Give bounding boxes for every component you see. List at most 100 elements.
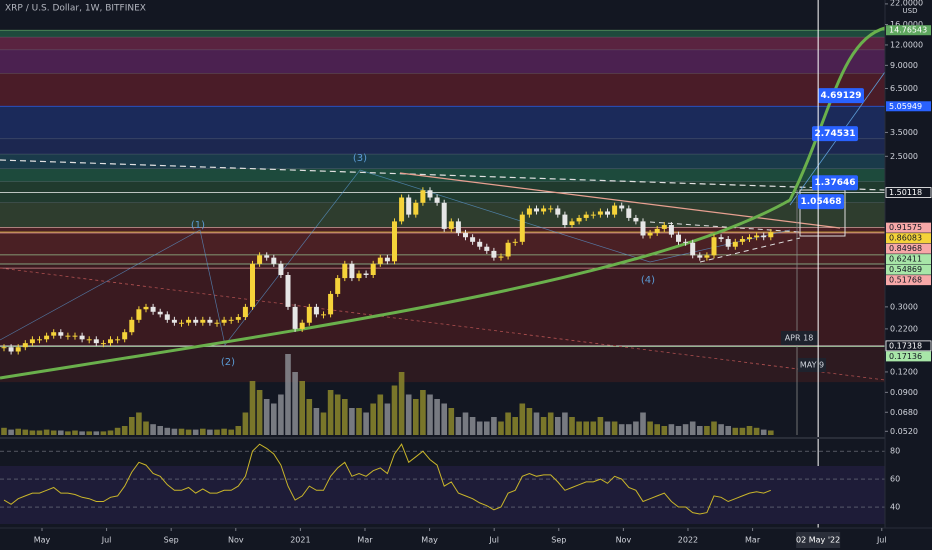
volume-bar <box>533 412 540 435</box>
price-label: 0.62411 <box>889 255 922 264</box>
candle <box>242 306 248 318</box>
chart-title: XRP / U.S. Dollar, 1W, BITFINEX <box>5 4 146 14</box>
price-label-box <box>886 243 931 254</box>
x-tick-label: Jul <box>101 536 112 545</box>
volume-bar <box>8 429 14 435</box>
volume-bar <box>420 390 426 435</box>
marks: 4.69129 2.74531 1.37646 1.05468 <box>1 0 864 528</box>
volume-bar <box>498 421 504 435</box>
candle <box>605 211 610 215</box>
price-label: 0.86083 <box>889 234 922 243</box>
candle <box>633 217 639 222</box>
volume-bar <box>540 417 547 435</box>
volume-bar <box>334 394 341 435</box>
volume-bar <box>519 403 526 435</box>
volume-bar <box>526 408 533 435</box>
price-label-box <box>886 222 931 233</box>
y-tick-label: 16.0000 <box>890 20 923 29</box>
candle <box>534 208 539 212</box>
callout-box <box>812 126 858 142</box>
volume-bar <box>143 421 149 435</box>
candle <box>328 293 334 315</box>
price-label: 14.76543 <box>889 26 927 35</box>
volume-bar <box>29 430 36 435</box>
candle <box>484 246 490 251</box>
candle <box>370 263 376 276</box>
volume-bar <box>313 408 320 435</box>
price-label: 0.91575 <box>889 223 922 232</box>
volume-bar <box>491 417 497 435</box>
volume-bar <box>285 354 291 435</box>
candle <box>477 241 483 247</box>
x-tick-label: 2021 <box>290 536 310 545</box>
price-label: 0.54869 <box>889 265 922 274</box>
candle <box>313 306 319 315</box>
volume-bar <box>562 412 568 435</box>
candle <box>704 255 710 258</box>
candle <box>228 319 234 321</box>
candle <box>299 322 305 329</box>
y-tick-label: 22.0000 <box>890 0 923 8</box>
y-tick-label: 6.5000 <box>890 84 918 93</box>
candle <box>541 208 547 212</box>
candle <box>37 339 42 341</box>
volume-bar <box>164 427 171 435</box>
zone <box>0 37 885 50</box>
candle <box>164 314 170 320</box>
rsi-tick-label: 80 <box>890 447 900 456</box>
candle <box>171 319 177 323</box>
y-tick-label: 0.3000 <box>890 302 918 311</box>
x-tick-label: Sep <box>164 536 179 545</box>
x-tick-label: Sep <box>551 536 566 545</box>
volume-bar <box>356 408 362 435</box>
volume-bar <box>157 426 163 435</box>
candle <box>186 319 192 323</box>
volume-bar <box>689 421 696 435</box>
volume-bar <box>242 412 249 435</box>
candle <box>306 306 312 323</box>
candle <box>8 347 14 352</box>
volume-bar <box>58 430 64 435</box>
candle <box>640 221 646 236</box>
trend-line <box>0 267 886 381</box>
dashed-line <box>649 221 801 263</box>
y-tick-label: 12.0000 <box>890 40 923 49</box>
zone <box>0 154 885 169</box>
volume-bar <box>618 424 625 435</box>
volume-bar <box>384 403 391 435</box>
volume-bar <box>256 390 263 435</box>
candle <box>761 235 767 238</box>
volume-bar <box>200 428 206 435</box>
volume-bar <box>434 399 440 435</box>
candle <box>555 208 561 215</box>
candle <box>392 221 397 262</box>
candle <box>427 190 433 198</box>
candle <box>150 306 156 312</box>
volume-bar <box>718 424 724 435</box>
price-label-box <box>886 25 931 36</box>
candle <box>143 306 149 310</box>
volume-bar <box>469 417 476 435</box>
volume-bar <box>1 427 7 435</box>
candle <box>647 232 653 236</box>
volume-bar <box>65 431 71 435</box>
growth-curve <box>0 26 886 380</box>
candle <box>690 242 696 256</box>
y-tick-label: 0.0900 <box>890 388 918 397</box>
x-tick-label: Mar <box>745 536 761 545</box>
candle <box>257 255 263 264</box>
volume-bar <box>441 403 447 435</box>
volume-bar <box>675 426 682 435</box>
volume-bar <box>86 431 92 435</box>
rsi-band <box>0 466 885 524</box>
volume-bar <box>405 394 412 435</box>
candle <box>250 263 255 307</box>
callout-box <box>818 88 864 104</box>
zones <box>0 29 885 383</box>
volume-bar <box>647 421 653 435</box>
volume-bar <box>583 421 589 435</box>
volume-bar <box>661 426 668 435</box>
volume-bar <box>129 417 135 435</box>
candle <box>576 217 582 222</box>
volume-bar <box>107 430 114 435</box>
